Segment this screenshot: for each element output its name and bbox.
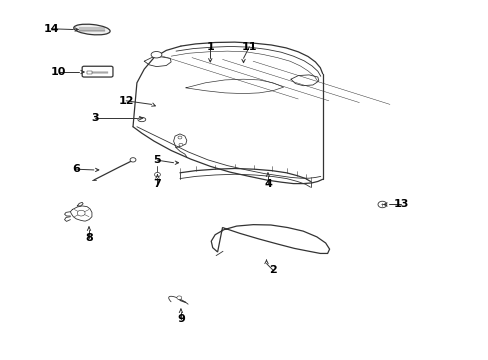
- Text: 3: 3: [91, 113, 99, 123]
- Text: 6: 6: [72, 164, 80, 174]
- Text: 8: 8: [85, 233, 93, 243]
- FancyBboxPatch shape: [82, 66, 113, 77]
- Circle shape: [130, 158, 136, 162]
- Text: 7: 7: [153, 179, 161, 189]
- Text: 11: 11: [241, 42, 257, 52]
- Circle shape: [179, 143, 183, 146]
- Text: 2: 2: [268, 265, 276, 275]
- Text: 14: 14: [43, 24, 59, 34]
- Ellipse shape: [151, 51, 162, 58]
- Text: 10: 10: [51, 67, 66, 77]
- Text: 12: 12: [118, 96, 134, 106]
- Text: 1: 1: [206, 42, 214, 52]
- Text: 9: 9: [177, 314, 184, 324]
- Circle shape: [177, 296, 182, 300]
- Text: 13: 13: [392, 199, 408, 210]
- Circle shape: [77, 210, 85, 216]
- Polygon shape: [211, 225, 329, 253]
- Text: 5: 5: [153, 155, 161, 165]
- Circle shape: [377, 201, 386, 208]
- Text: 4: 4: [264, 179, 271, 189]
- Circle shape: [178, 136, 182, 139]
- Ellipse shape: [138, 117, 145, 122]
- FancyBboxPatch shape: [87, 71, 92, 74]
- Circle shape: [154, 172, 160, 177]
- Ellipse shape: [74, 24, 110, 35]
